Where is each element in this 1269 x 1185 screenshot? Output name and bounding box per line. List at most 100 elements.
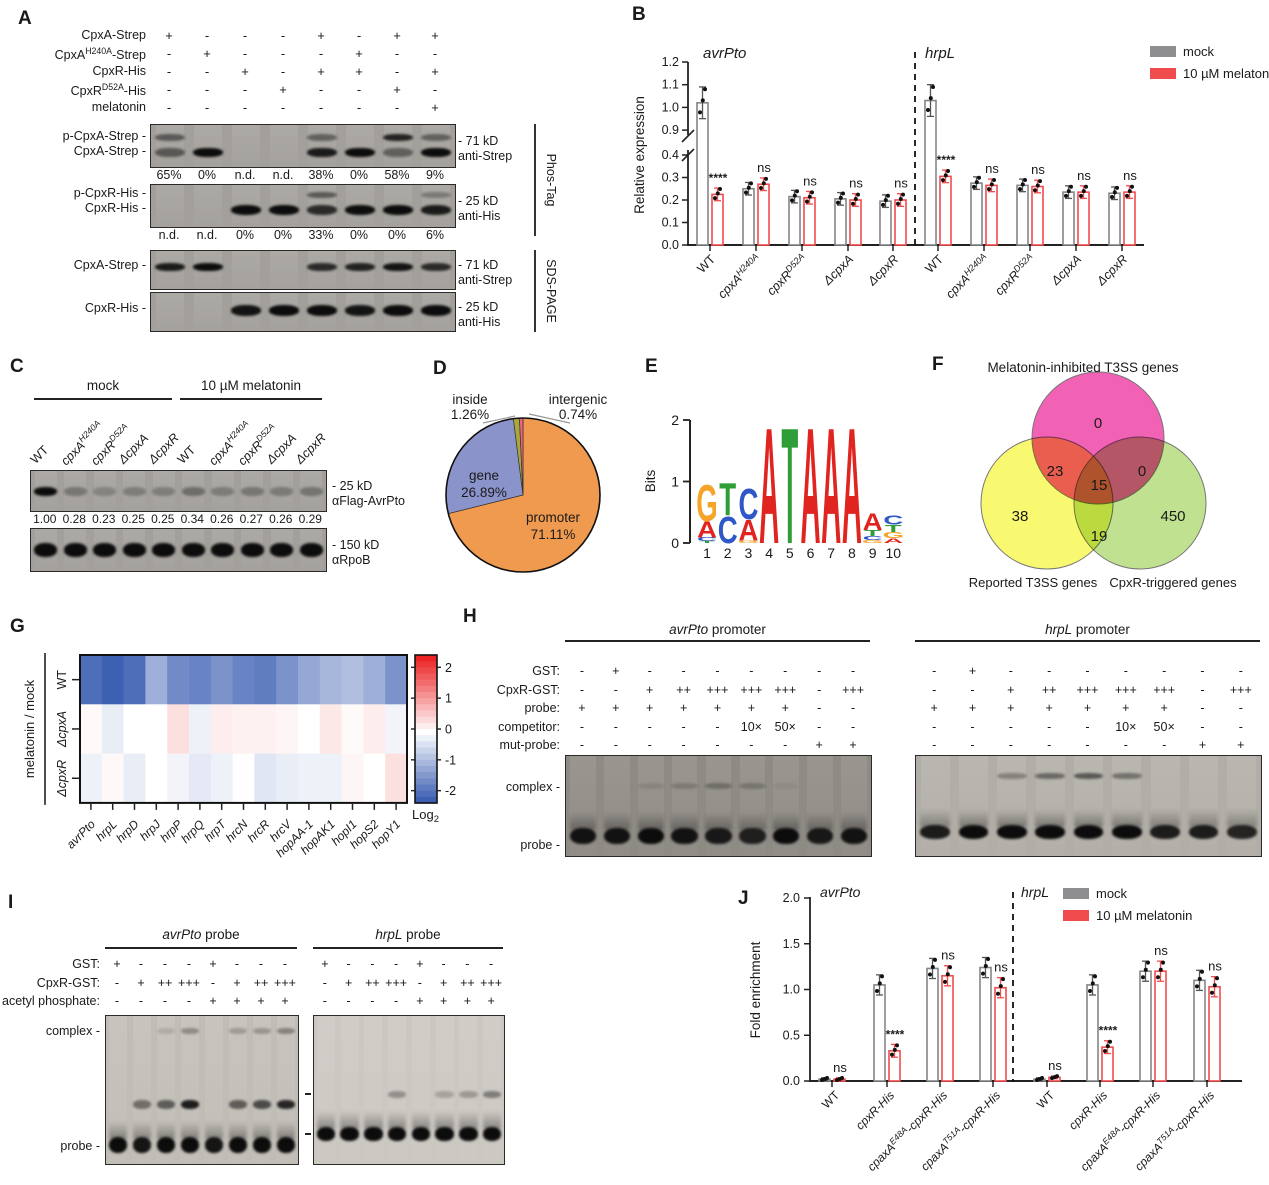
condition-value: -: [162, 994, 168, 1008]
data-point: [1110, 195, 1114, 200]
data-point: [761, 181, 766, 186]
data-point: [933, 957, 937, 962]
gel-band: [345, 148, 375, 158]
gel-band: [345, 205, 375, 216]
venn-right-label: CpxR-triggered genes: [1109, 575, 1237, 590]
phospho-percent: 6%: [425, 228, 445, 242]
condition-value: +: [257, 994, 265, 1008]
condition-value: -: [356, 82, 362, 97]
significance-label: ns: [1154, 943, 1168, 958]
logo-letter-T: T: [699, 541, 716, 544]
gel-band: [132, 1136, 152, 1153]
antibody-label: αFlag-AvrPto: [332, 494, 405, 508]
phospho-percent: n.d.: [234, 168, 256, 182]
gel-band-smear: [108, 1120, 128, 1139]
band-quantification: 0.25: [151, 512, 175, 526]
section-title: avrPto: [703, 45, 746, 62]
gel-lane: [269, 251, 299, 289]
venn-top-label: Melatonin-inhibited T3SS genes: [987, 360, 1178, 375]
gel-band-smear: [1073, 809, 1104, 827]
condition-value: -: [210, 975, 216, 990]
panel-a: A CpxA-Strep + - - - + - + + CpxAH240A-Strep - + - - -…: [0, 0, 620, 348]
venn-count-top-left: 23: [1047, 463, 1064, 480]
condition-value: +: [930, 701, 938, 715]
gel-band: [383, 148, 413, 158]
condition-value: +: [1045, 701, 1053, 715]
x-category-label: WT: [922, 252, 946, 276]
data-point: [1200, 969, 1204, 974]
condition-value: -: [579, 664, 585, 678]
gel-title-underline: [313, 947, 503, 949]
legend-label-mock: mock: [1096, 886, 1128, 901]
significance-label: ns: [849, 176, 863, 191]
antibody-label: anti-His: [458, 209, 501, 223]
gel-band: [569, 828, 597, 844]
heatmap-cell: [363, 655, 386, 705]
logo-letter-C: C: [883, 513, 903, 527]
condition-value: +++: [1076, 682, 1099, 697]
condition-value: -: [1123, 738, 1128, 752]
condition-value: +: [209, 957, 217, 971]
gel-band: [383, 205, 413, 216]
data-point: [807, 194, 812, 199]
significance-label: ****: [886, 1027, 905, 1041]
gene-label: hrpL: [93, 817, 120, 844]
condition-value: -: [166, 46, 172, 61]
y-tick-label: 1.1: [662, 78, 679, 92]
gel-band: [383, 134, 413, 142]
gel-band: [705, 828, 732, 844]
gel-band: [671, 783, 698, 789]
group-underline: [34, 398, 172, 400]
kd-marker: - 71 kD: [458, 258, 499, 272]
gel-band: [252, 1027, 272, 1034]
colorbar-tick-label: 2: [445, 661, 452, 675]
y-tick-label: 0.0: [783, 1074, 800, 1088]
gel-band: [34, 543, 58, 557]
panel-e: E 0 1 2 Bits T C A G 1 C T 2 G A C 3 A 4 T 5 A 6 A 7 A 8 G C T A 9 A G T C…: [635, 350, 905, 598]
gel-band-smear: [228, 1120, 248, 1139]
gel-lane: [435, 1016, 454, 1164]
condition-value: -: [204, 82, 210, 97]
venn-count-top: 0: [1094, 415, 1102, 432]
y-tick-label: 0.0: [662, 238, 679, 252]
gel-band: [156, 1027, 176, 1034]
bar: [1123, 191, 1136, 246]
condition-value: -: [715, 719, 720, 734]
condition-value: -: [166, 64, 172, 79]
data-point: [805, 199, 809, 204]
gel-band: [1111, 773, 1142, 779]
data-point: [1130, 184, 1134, 189]
row-label: WT: [55, 670, 69, 690]
logo-letter-A: A: [842, 395, 862, 579]
condition-value: +: [431, 64, 439, 79]
condition-value: +: [1160, 701, 1168, 715]
gel-lane: [997, 756, 1027, 856]
condition-value: +: [1237, 738, 1245, 752]
condition-value: -: [280, 46, 286, 61]
condition-value: -: [932, 738, 937, 752]
gel-band: [1073, 773, 1104, 779]
gel-band: [181, 543, 205, 557]
blot-row-label: CpxA-Strep -: [73, 257, 146, 272]
condition-value: -: [394, 64, 400, 79]
heatmap-cell: [210, 753, 234, 804]
gel-title: hrpL promoter: [1045, 622, 1130, 637]
condition-value: -: [1162, 738, 1167, 752]
gel-band-smear: [569, 812, 597, 830]
data-point: [838, 195, 843, 200]
heatmap-cell: [123, 704, 146, 755]
bar-chart-b: 1.2 1.1 1.0 0.9 0.4 0.3 0.2 0.1 0.0 Relative expr…: [632, 44, 1269, 301]
data-point: [1084, 184, 1088, 189]
venn-count-left: 38: [1012, 508, 1029, 525]
colorbar-step: [415, 667, 437, 675]
condition-value: -: [1047, 664, 1052, 678]
bar: [1208, 985, 1221, 1082]
gel-band: [421, 304, 451, 316]
condition-value: -: [817, 682, 822, 697]
gel-band: [307, 262, 337, 271]
condition-value: -: [1085, 664, 1090, 678]
gel-band: [276, 1136, 296, 1153]
gel-band-smear: [840, 812, 868, 830]
gel-band-smear: [996, 809, 1027, 827]
bar: [788, 195, 801, 246]
